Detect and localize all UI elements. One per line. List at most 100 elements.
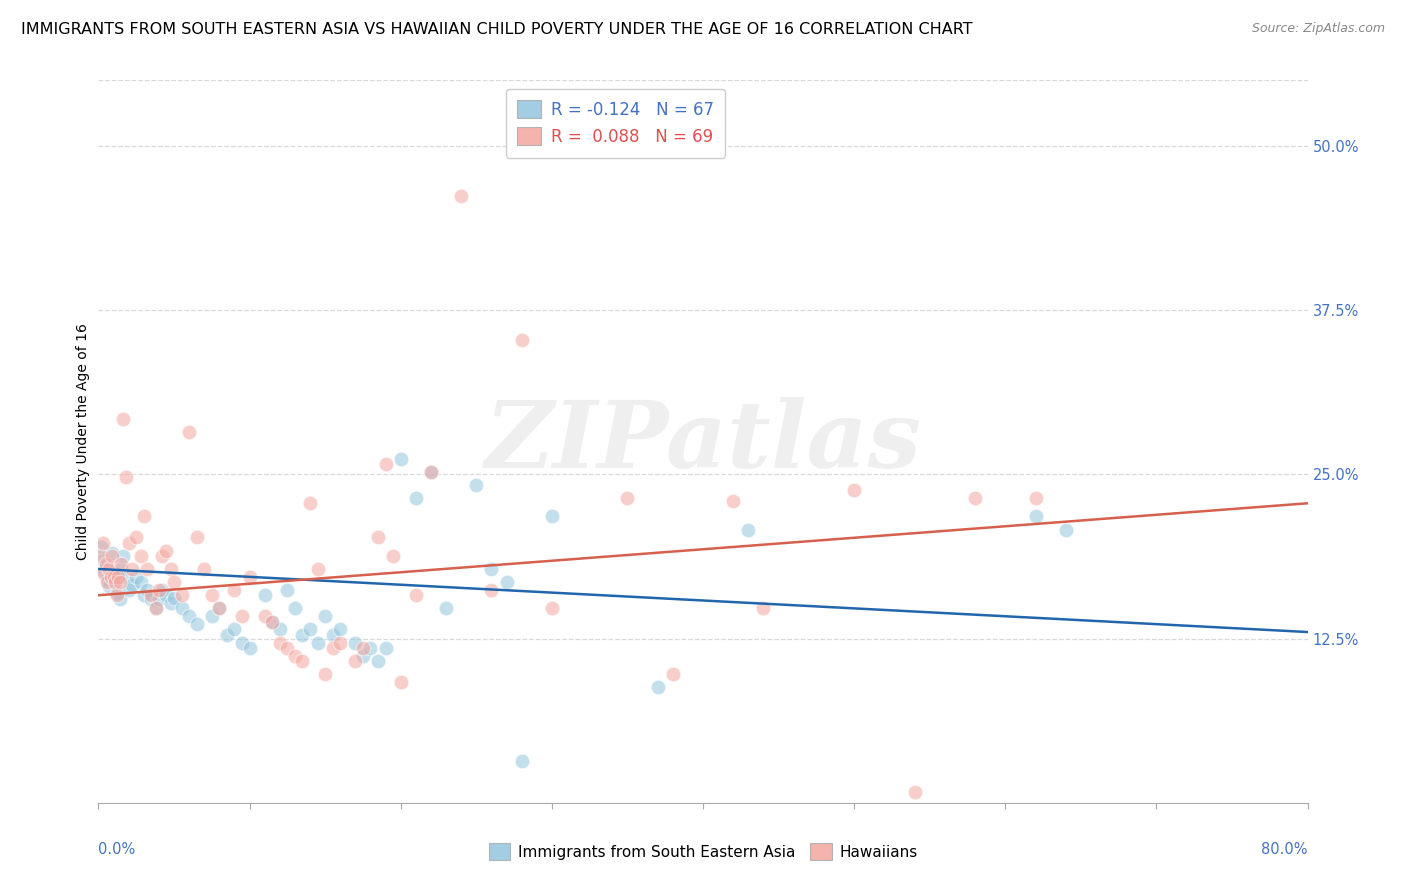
Point bbox=[98, 562, 121, 576]
Text: 0.0%: 0.0% bbox=[98, 842, 135, 856]
Point bbox=[107, 570, 129, 584]
Point bbox=[904, 785, 927, 799]
Point bbox=[495, 575, 517, 590]
Point bbox=[160, 596, 183, 610]
Point bbox=[389, 675, 412, 690]
Point bbox=[186, 531, 208, 545]
Point bbox=[135, 562, 157, 576]
Point bbox=[360, 640, 382, 655]
Point bbox=[163, 575, 186, 590]
Point bbox=[91, 535, 114, 549]
Point bbox=[647, 680, 669, 694]
Point bbox=[125, 570, 148, 584]
Point bbox=[420, 465, 443, 479]
Point bbox=[374, 640, 396, 655]
Point bbox=[231, 609, 253, 624]
Point bbox=[193, 562, 215, 576]
Point bbox=[201, 588, 224, 602]
Point bbox=[96, 573, 118, 587]
Point bbox=[322, 640, 344, 655]
Point bbox=[132, 509, 155, 524]
Point bbox=[352, 648, 374, 663]
Point bbox=[96, 575, 118, 590]
Point bbox=[155, 588, 177, 602]
Point bbox=[405, 588, 427, 602]
Y-axis label: Child Poverty Under the Age of 16: Child Poverty Under the Age of 16 bbox=[76, 323, 90, 560]
Point bbox=[284, 601, 307, 615]
Point bbox=[114, 570, 136, 584]
Point bbox=[344, 654, 367, 668]
Point bbox=[163, 591, 186, 605]
Point bbox=[329, 623, 352, 637]
Point bbox=[110, 557, 132, 571]
Point bbox=[465, 478, 488, 492]
Point bbox=[389, 451, 412, 466]
Point bbox=[405, 491, 427, 505]
Point bbox=[201, 609, 224, 624]
Point bbox=[481, 582, 503, 597]
Point bbox=[540, 601, 562, 615]
Point bbox=[661, 667, 683, 681]
Point bbox=[752, 601, 775, 615]
Point bbox=[100, 566, 122, 580]
Point bbox=[103, 570, 125, 584]
Point bbox=[616, 491, 638, 505]
Point bbox=[141, 592, 163, 607]
Point bbox=[98, 579, 121, 593]
Point bbox=[737, 523, 759, 537]
Point bbox=[844, 483, 866, 497]
Point bbox=[367, 531, 389, 545]
Point bbox=[179, 609, 201, 624]
Point bbox=[481, 562, 503, 576]
Legend: Immigrants from South Eastern Asia, Hawaiians: Immigrants from South Eastern Asia, Hawa… bbox=[481, 836, 925, 867]
Point bbox=[276, 582, 298, 597]
Point bbox=[540, 509, 562, 524]
Point bbox=[145, 601, 167, 615]
Point bbox=[299, 623, 322, 637]
Point bbox=[1024, 491, 1046, 505]
Point bbox=[352, 640, 374, 655]
Point bbox=[101, 546, 124, 560]
Point bbox=[510, 334, 533, 348]
Point bbox=[269, 623, 291, 637]
Point bbox=[965, 491, 987, 505]
Point bbox=[262, 615, 284, 629]
Point bbox=[231, 635, 253, 649]
Point bbox=[110, 562, 132, 576]
Point bbox=[1054, 523, 1077, 537]
Point bbox=[155, 543, 177, 558]
Point bbox=[145, 601, 167, 615]
Point bbox=[284, 648, 307, 663]
Point bbox=[253, 609, 276, 624]
Point bbox=[100, 570, 122, 584]
Point bbox=[94, 559, 117, 574]
Point bbox=[186, 617, 208, 632]
Point bbox=[111, 549, 134, 563]
Point bbox=[121, 562, 143, 576]
Point bbox=[101, 549, 124, 563]
Point bbox=[170, 601, 193, 615]
Point bbox=[93, 566, 115, 580]
Text: Source: ZipAtlas.com: Source: ZipAtlas.com bbox=[1251, 22, 1385, 36]
Point bbox=[111, 412, 134, 426]
Point bbox=[224, 582, 246, 597]
Point bbox=[291, 654, 314, 668]
Point bbox=[314, 609, 336, 624]
Point bbox=[420, 465, 443, 479]
Point bbox=[224, 623, 246, 637]
Text: IMMIGRANTS FROM SOUTH EASTERN ASIA VS HAWAIIAN CHILD POVERTY UNDER THE AGE OF 16: IMMIGRANTS FROM SOUTH EASTERN ASIA VS HA… bbox=[21, 22, 973, 37]
Point bbox=[107, 570, 129, 584]
Point bbox=[239, 570, 262, 584]
Point bbox=[105, 585, 128, 599]
Point bbox=[132, 588, 155, 602]
Point bbox=[1024, 509, 1046, 524]
Point bbox=[382, 549, 405, 563]
Point bbox=[269, 635, 291, 649]
Point bbox=[434, 601, 457, 615]
Point bbox=[276, 640, 298, 655]
Point bbox=[262, 615, 284, 629]
Point bbox=[104, 575, 127, 590]
Point bbox=[108, 592, 131, 607]
Point bbox=[129, 575, 152, 590]
Point bbox=[108, 575, 131, 590]
